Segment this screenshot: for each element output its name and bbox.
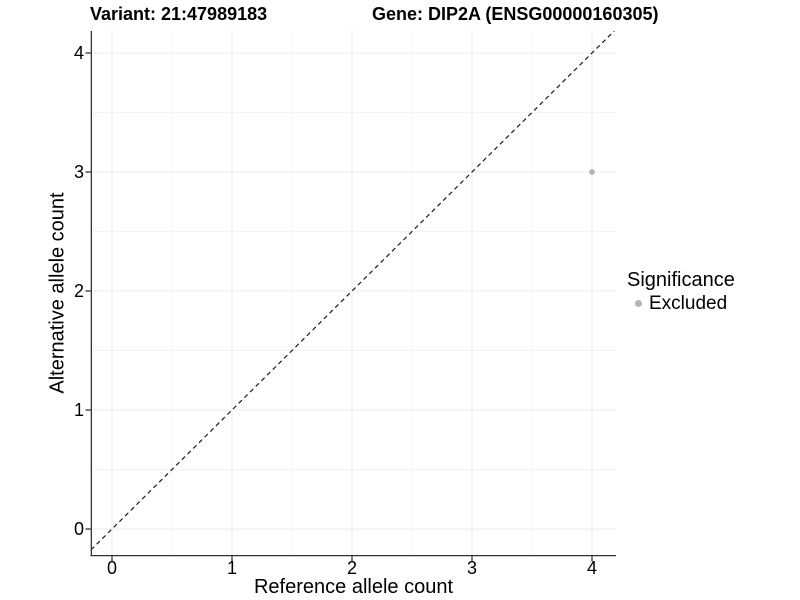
plot-title-gene: Gene: DIP2A (ENSG00000160305) <box>372 4 659 24</box>
x-axis-title: Reference allele count <box>253 576 453 598</box>
y-tick-label-4: 4 <box>73 43 84 63</box>
identity-line <box>90 31 616 551</box>
plot-panel <box>85 31 616 562</box>
data-point-excluded <box>589 169 595 175</box>
legend-title: Significance <box>627 269 735 291</box>
plot-title-variant: Variant: 21:47989183 <box>90 4 268 24</box>
x-tick-label-1: 1 <box>226 558 238 578</box>
legend-item-excluded: Excluded <box>627 293 735 314</box>
legend-item-label: Excluded <box>649 293 728 314</box>
y-tick-label-3: 3 <box>73 162 84 182</box>
y-tick-label-2: 2 <box>73 281 84 301</box>
x-tick-label-0: 0 <box>106 558 118 578</box>
y-axis-title: Alternative allele count <box>46 192 69 394</box>
x-tick-label-4: 4 <box>586 558 598 578</box>
y-tick-label-1: 1 <box>73 400 84 420</box>
x-tick-label-2: 2 <box>346 558 358 578</box>
x-tick-label-3: 3 <box>466 558 478 578</box>
legend-point-icon <box>635 300 642 307</box>
legend: Significance Excluded <box>627 269 735 314</box>
y-tick-label-0: 0 <box>73 519 84 539</box>
